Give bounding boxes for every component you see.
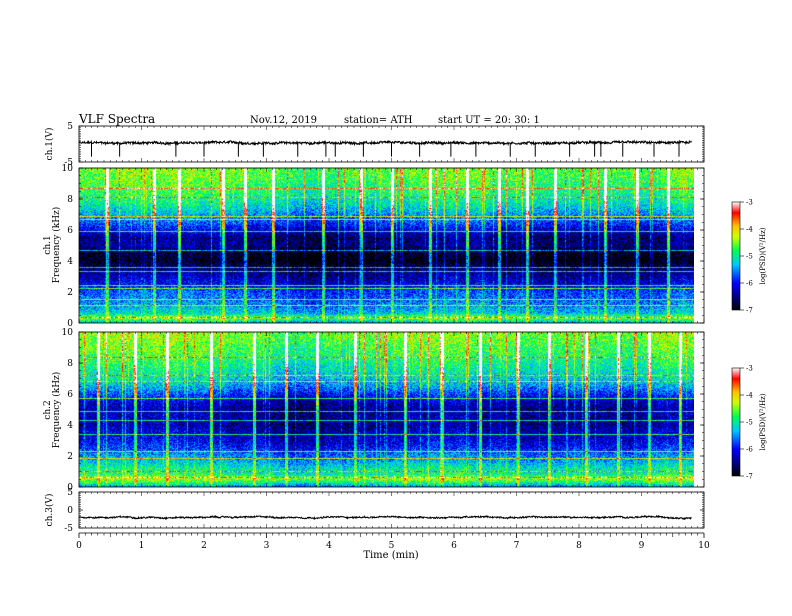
- colorbar-tick-label: -3: [746, 365, 753, 373]
- colorbar-tick-label: -7: [746, 307, 753, 315]
- x-tick-label: 2: [201, 541, 207, 551]
- ch2-colorbar-label: log(PSD)(V²/Hz): [759, 393, 767, 450]
- colorbar-tick-label: -6: [746, 446, 753, 454]
- colorbar-tick-label: -6: [746, 280, 753, 288]
- colorbar-tick-label: -4: [746, 226, 753, 234]
- colorbar-tick-label: -5: [746, 419, 753, 427]
- colorbar-tick-label: -3: [746, 199, 753, 207]
- y-tick-label: 0: [67, 483, 73, 493]
- ch1-spectrogram-ylabel-channel: ch.1: [43, 235, 53, 254]
- y-tick-label: 5: [67, 122, 73, 132]
- ch1-spectrogram: [79, 168, 694, 323]
- ch1-waveform-trace: [78, 139, 692, 157]
- y-tick-label: 10: [62, 164, 74, 174]
- y-tick-label: 4: [67, 421, 73, 431]
- ch1-colorbar-label: log(PSD)(V²/Hz): [759, 227, 767, 284]
- y-tick-label: 6: [67, 226, 73, 236]
- x-tick-label: 5: [389, 541, 395, 551]
- figure-title: VLF Spectra: [78, 112, 155, 126]
- y-tick-label: 2: [67, 452, 73, 462]
- x-tick-label: 9: [639, 541, 645, 551]
- y-tick-label: 8: [67, 359, 73, 369]
- colorbar-tick-label: -4: [746, 392, 753, 400]
- ch2-colorbar: [731, 367, 741, 477]
- x-axis-label: Time (min): [363, 550, 418, 561]
- x-tick-label: 3: [264, 541, 270, 551]
- x-tick-label: 0: [76, 541, 82, 551]
- header-start-time: start UT = 20: 30: 1: [438, 115, 540, 126]
- colorbar-tick-label: -7: [746, 473, 753, 481]
- ch3-waveform-ylabel: ch.3(V): [44, 494, 55, 527]
- x-tick-label: 6: [451, 541, 457, 551]
- y-tick-label: 2: [67, 288, 73, 298]
- y-tick-label: 6: [67, 390, 73, 400]
- colorbar-tick-label: -5: [746, 253, 753, 261]
- y-tick-label: 4: [67, 257, 73, 267]
- ch1-waveform-ylabel: ch.1(V): [44, 128, 55, 161]
- y-tick-label: 0: [67, 506, 73, 516]
- ch3-waveform-frame: [78, 491, 705, 529]
- y-tick-label: -5: [64, 524, 73, 534]
- ch1-colorbar: [731, 201, 741, 311]
- y-tick-label: -5: [64, 158, 73, 168]
- x-axis: 0 1 2 3 4 5 6 7 8 9 10: [76, 126, 710, 551]
- x-tick-label: 10: [698, 541, 710, 551]
- y-tick-label: 8: [67, 195, 73, 205]
- colorbar-ticks: -3 -4 -5 -6 -7 -3 -4 -5 -6 -7: [740, 199, 753, 481]
- ch3-waveform-trace: [78, 514, 692, 521]
- ch2-spectrogram-ylabel-freq: Frequency (kHz): [51, 372, 62, 449]
- x-tick-label: 8: [576, 541, 582, 551]
- y-tick-label: 10: [62, 328, 74, 338]
- ch2-spectrogram-ylabel-channel: ch.2: [43, 400, 53, 419]
- y-tick-label: 5: [67, 488, 73, 498]
- x-tick-label: 1: [139, 541, 145, 551]
- header-date: Nov.12, 2019: [250, 115, 317, 126]
- y-tick-label: 0: [67, 319, 73, 329]
- ch2-spectrogram: [79, 332, 694, 487]
- x-tick-label: 4: [326, 541, 332, 551]
- x-tick-label: 7: [514, 541, 520, 551]
- ch1-spectrogram-ylabel-freq: Frequency (kHz): [51, 207, 62, 284]
- header-station: station= ATH: [344, 115, 413, 126]
